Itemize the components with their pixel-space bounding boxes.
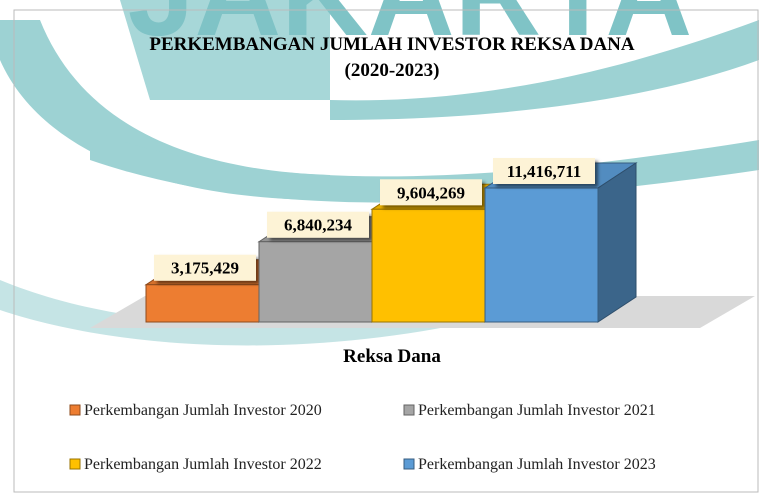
- data-label-box: [380, 179, 482, 206]
- bar: [484, 187, 599, 323]
- x-axis-category: Reksa Dana: [343, 346, 441, 367]
- data-label-box: [267, 211, 369, 238]
- bar: [371, 208, 486, 323]
- bar-side: [597, 162, 637, 323]
- chart-title: PERKEMBANGAN JUMLAH INVESTOR REKSA DANA: [149, 34, 635, 55]
- legend-swatch: [403, 404, 415, 416]
- legend-label: Perkembangan Jumlah Investor 2021: [418, 402, 656, 419]
- legend-swatch: [69, 404, 81, 416]
- legend-swatch: [403, 458, 415, 470]
- data-label: 11,416,711: [507, 162, 582, 181]
- legend-label: Perkembangan Jumlah Investor 2022: [84, 456, 322, 473]
- data-label: 6,840,234: [284, 216, 353, 235]
- data-label: 3,175,429: [171, 259, 239, 278]
- legend-swatch: [69, 458, 81, 470]
- data-label: 9,604,269: [397, 183, 465, 202]
- data-label-box: [154, 254, 256, 281]
- data-label-box: [493, 158, 595, 184]
- legend-label: Perkembangan Jumlah Investor 2020: [84, 402, 322, 419]
- bar: [258, 241, 373, 323]
- chart-title: (2020-2023): [345, 60, 440, 81]
- chart-border: [13, 9, 759, 493]
- legend-label: Perkembangan Jumlah Investor 2023: [418, 456, 656, 473]
- bar: [145, 284, 260, 323]
